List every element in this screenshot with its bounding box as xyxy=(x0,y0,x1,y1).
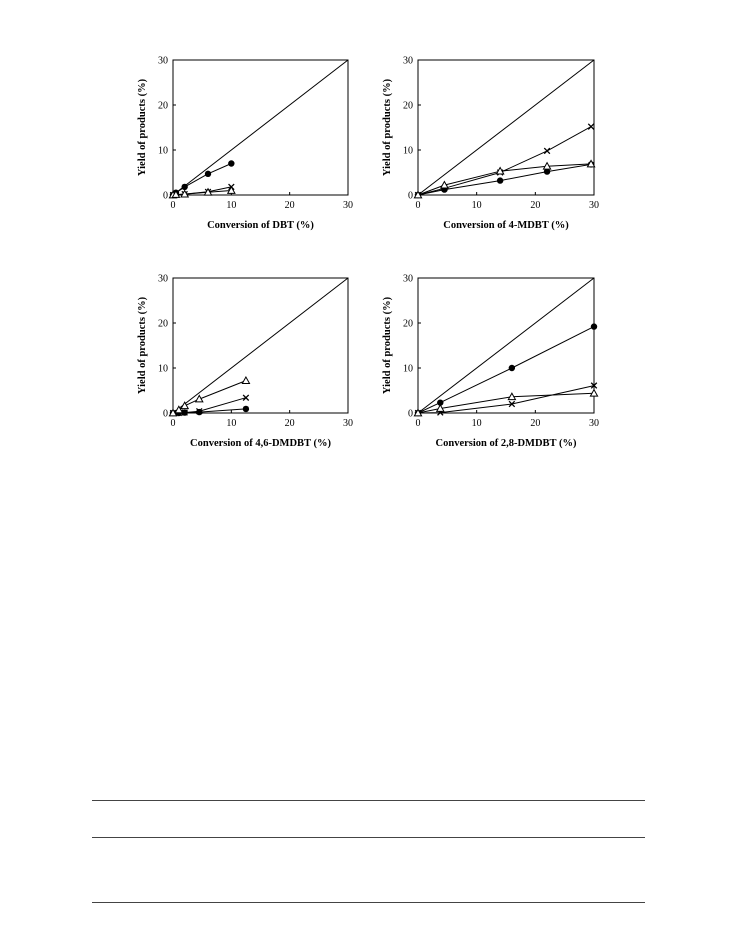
data-point-triangle xyxy=(171,189,181,198)
plot-frame xyxy=(417,59,595,196)
series-line-triangle xyxy=(417,392,595,414)
data-point-triangle xyxy=(435,403,445,412)
y-axis-label: Yield of products (%) xyxy=(137,296,148,394)
y-tick-label: 20 xyxy=(158,319,168,330)
diagonal-line xyxy=(417,59,595,196)
x-tick-label: 30 xyxy=(589,200,599,211)
data-point-triangle xyxy=(495,166,505,175)
x-tick-label: 30 xyxy=(343,418,353,429)
x-axis-label: Conversion of 4-MDBT (%) xyxy=(443,220,569,231)
x-tick-label: 10 xyxy=(226,418,236,429)
y-tick-label: 0 xyxy=(163,191,168,202)
chart-panel-2: 0 10 20 30 0 10 20 30 Conversion of 4-MDBT (%) Yi… xyxy=(382,56,599,232)
x-tick-label: 20 xyxy=(285,200,295,211)
data-point-circle xyxy=(181,183,188,191)
data-point-triangle xyxy=(180,189,190,198)
data-point-cross xyxy=(508,400,516,408)
y-tick-label: 30 xyxy=(158,274,168,285)
diagonal-line xyxy=(417,277,595,414)
series-line-cross xyxy=(417,385,595,414)
diagonal-line xyxy=(172,277,349,414)
data-point-cross xyxy=(543,147,551,155)
data-point-circle xyxy=(508,364,516,372)
y-tick-label: 0 xyxy=(408,191,413,202)
y-axis-label: Yield of products (%) xyxy=(137,78,148,176)
y-tick-label: 20 xyxy=(403,319,413,330)
x-tick-label: 30 xyxy=(589,418,599,429)
chart-panel-3: 0 10 20 30 0 10 20 30 Conversion of 4,6-DMDBT (%… xyxy=(137,274,353,450)
data-point-triangle xyxy=(507,392,517,401)
y-axis-label: Yield of products (%) xyxy=(382,78,393,176)
data-point-circle xyxy=(496,177,504,184)
data-point-circle xyxy=(590,323,598,330)
table-rule-bottom xyxy=(92,902,645,903)
x-tick-label: 0 xyxy=(416,200,421,211)
y-tick-label: 30 xyxy=(403,56,413,67)
data-point-triangle xyxy=(413,190,423,199)
data-point-triangle xyxy=(413,408,423,417)
x-tick-label: 20 xyxy=(530,418,540,429)
x-tick-label: 10 xyxy=(226,200,236,211)
x-tick-label: 20 xyxy=(530,200,540,211)
data-point-triangle xyxy=(194,394,204,403)
diagonal-line xyxy=(172,59,349,196)
data-point-triangle xyxy=(174,405,184,414)
x-tick-label: 0 xyxy=(416,418,421,429)
data-point-triangle xyxy=(542,161,552,170)
x-tick-label: 20 xyxy=(285,418,295,429)
data-point-triangle xyxy=(180,401,190,410)
data-point-cross xyxy=(195,407,203,415)
data-point-triangle xyxy=(589,388,599,397)
data-point-triangle xyxy=(439,180,449,189)
plot-frame xyxy=(172,277,349,414)
data-point-cross xyxy=(242,394,250,401)
y-tick-label: 20 xyxy=(403,101,413,112)
data-point-triangle xyxy=(586,159,596,168)
data-point-circle xyxy=(543,168,551,175)
y-tick-label: 10 xyxy=(403,364,413,375)
plot-frame xyxy=(172,59,349,196)
data-point-cross xyxy=(181,409,188,416)
data-point-circle xyxy=(242,405,250,413)
data-point-triangle xyxy=(203,187,213,196)
y-tick-label: 20 xyxy=(158,101,168,112)
chart-panel-4: 0 10 20 30 0 10 20 30 Conversion of 2,8-DMDBT (%… xyxy=(382,274,599,450)
x-tick-label: 0 xyxy=(171,200,176,211)
x-tick-label: 10 xyxy=(472,418,482,429)
data-point-cross xyxy=(590,382,598,389)
plot-frame xyxy=(417,277,595,414)
data-point-circle xyxy=(228,160,235,167)
x-tick-label: 30 xyxy=(343,200,353,211)
data-point-triangle xyxy=(226,185,236,194)
x-tick-label: 10 xyxy=(472,200,482,211)
data-point-circle xyxy=(437,399,444,406)
x-axis-label: Conversion of DBT (%) xyxy=(207,220,314,231)
y-tick-label: 30 xyxy=(403,274,413,285)
chart-panel-1: 0 10 20 30 0 10 20 30 Conversion of DBT (%) Yield… xyxy=(137,56,353,232)
y-tick-label: 10 xyxy=(158,364,168,375)
y-tick-label: 30 xyxy=(158,56,168,67)
series-line-circle xyxy=(417,326,595,414)
x-tick-label: 0 xyxy=(171,418,176,429)
table-rule-top xyxy=(92,800,645,801)
y-tick-label: 10 xyxy=(403,146,413,157)
x-axis-label: Conversion of 4,6-DMDBT (%) xyxy=(190,438,331,449)
y-tick-label: 0 xyxy=(163,409,168,420)
series-line-triangle xyxy=(172,190,232,196)
table-rule-middle xyxy=(92,837,645,838)
y-tick-label: 0 xyxy=(408,409,413,420)
data-point-triangle xyxy=(241,375,251,384)
data-point-cross xyxy=(587,123,595,130)
x-axis-label: Conversion of 2,8-DMDBT (%) xyxy=(436,438,577,449)
series-line-circle xyxy=(172,163,232,196)
y-axis-label: Yield of products (%) xyxy=(382,296,393,394)
data-point-circle xyxy=(204,170,212,178)
y-tick-label: 10 xyxy=(158,146,168,157)
